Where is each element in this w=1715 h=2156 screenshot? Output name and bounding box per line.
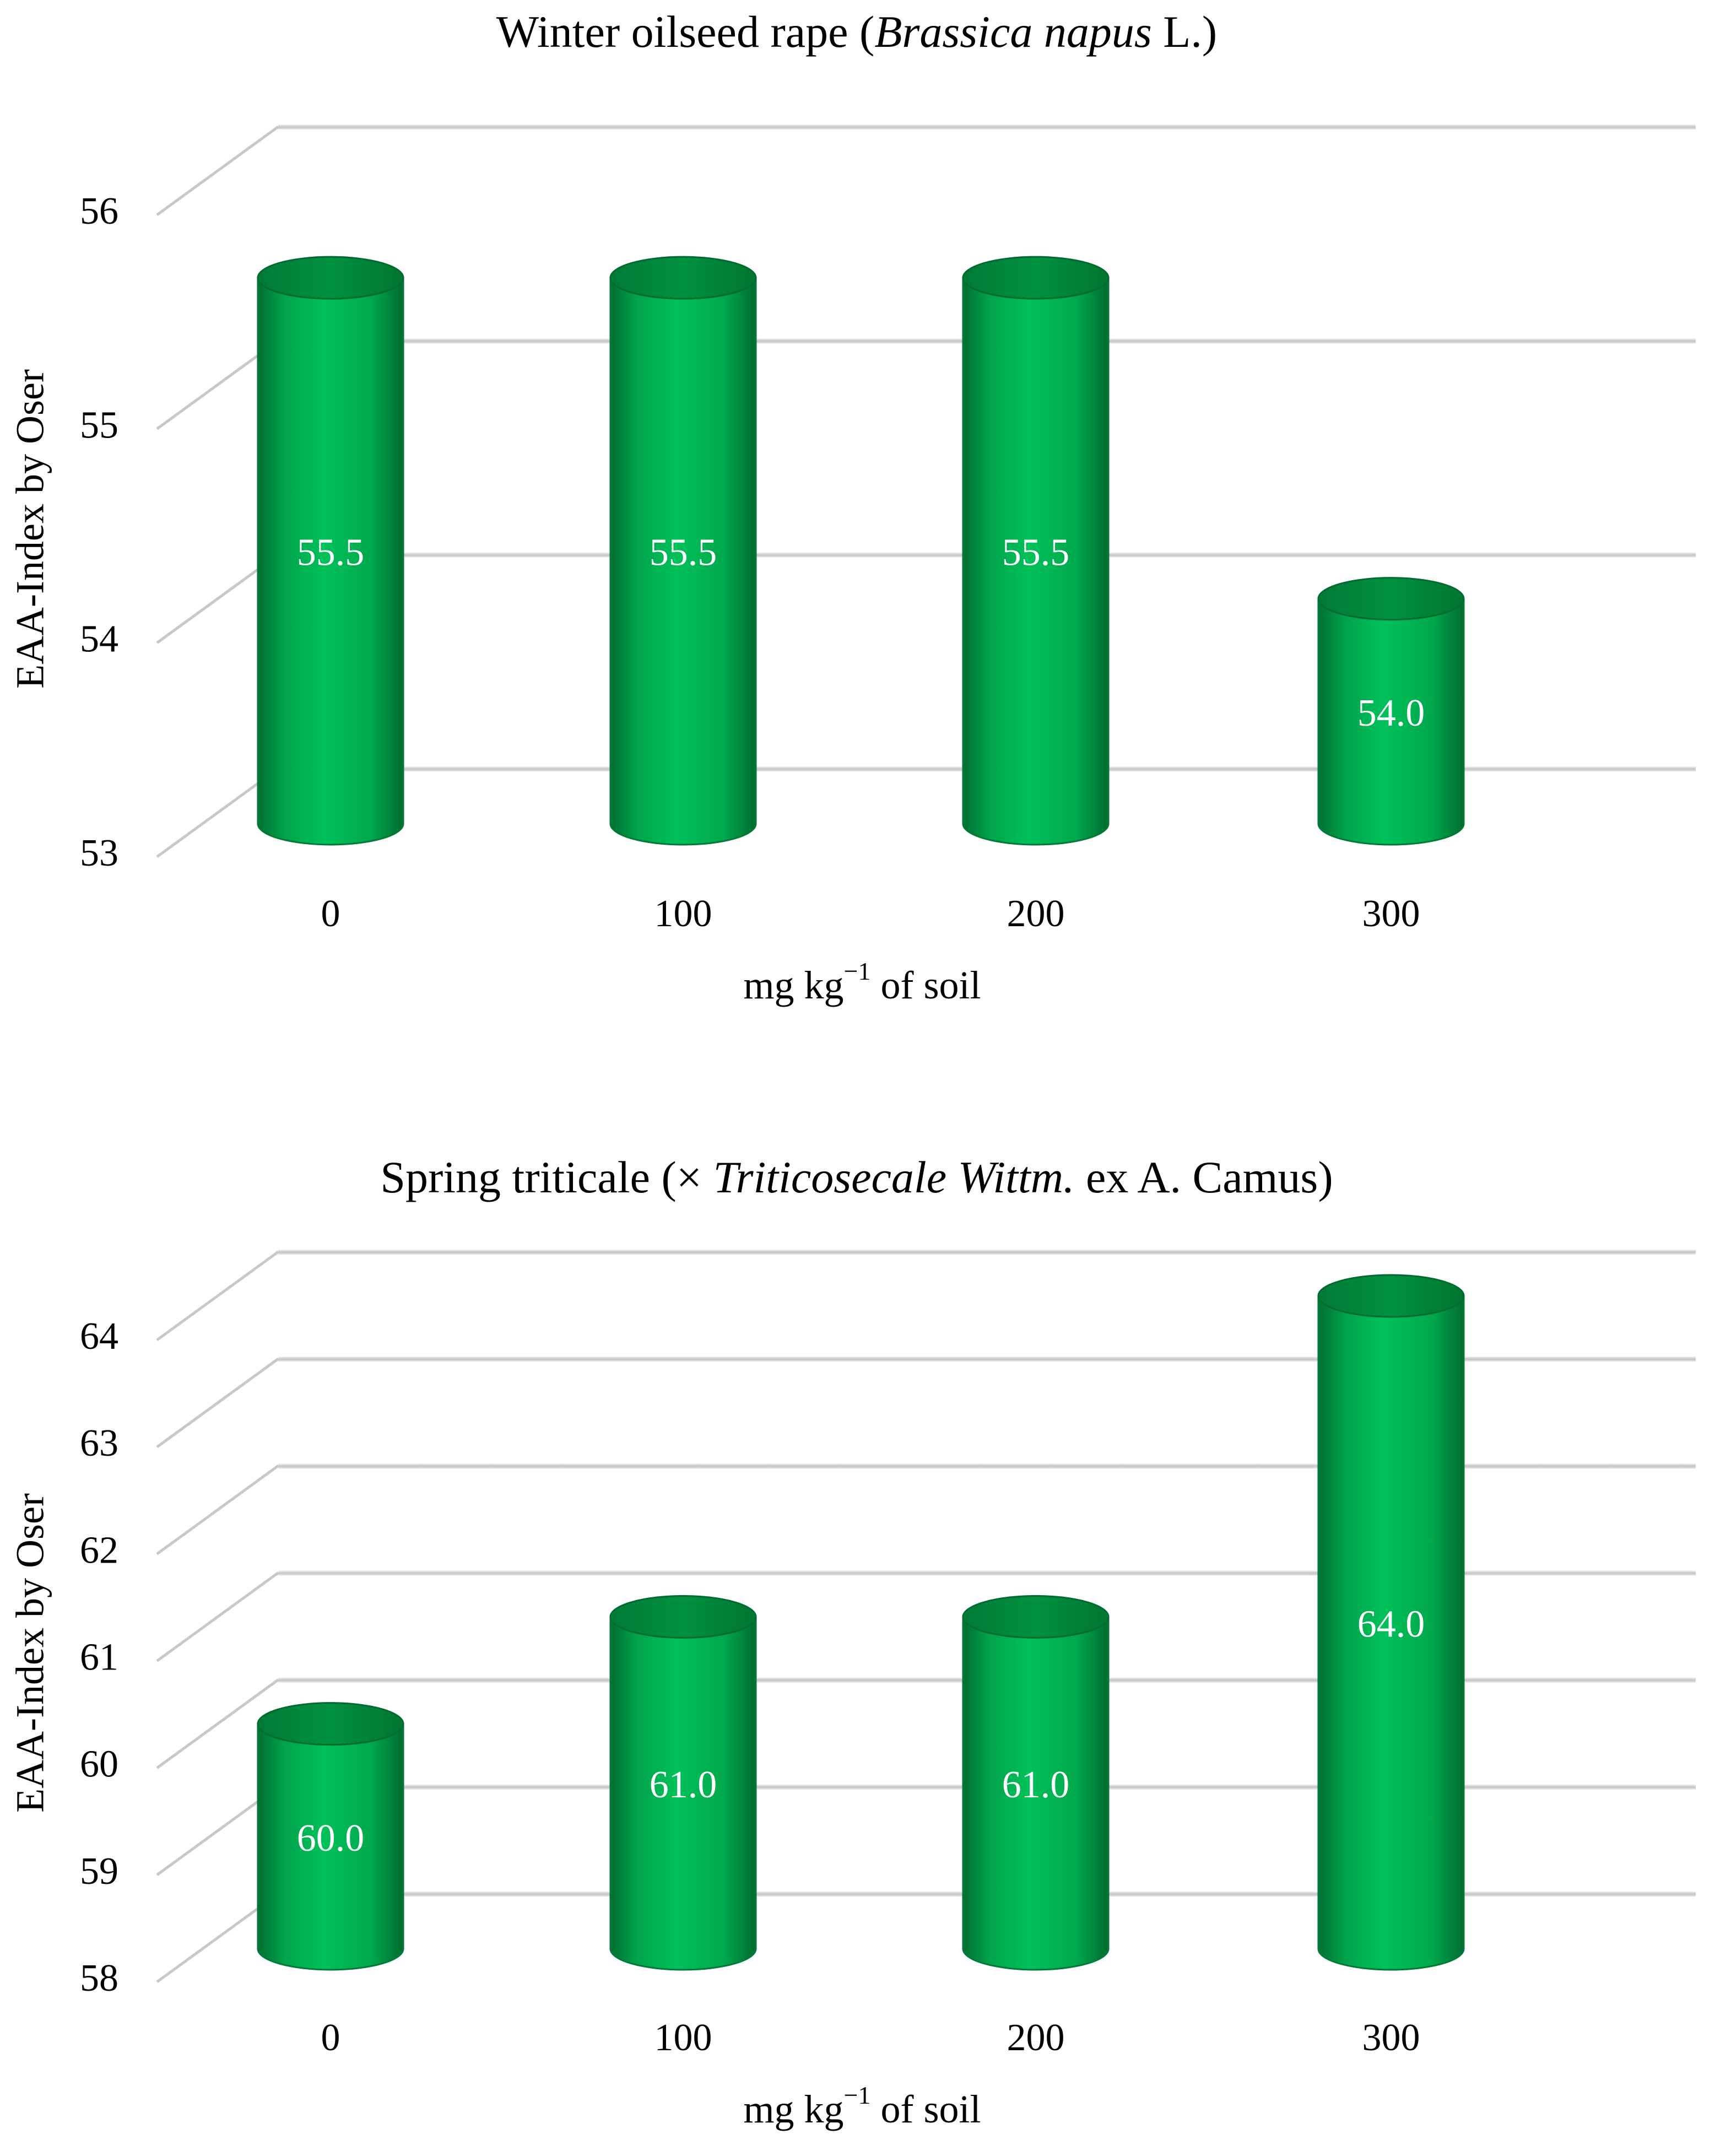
y-tick-label: 62 (80, 1529, 118, 1571)
bar: 55.5 (962, 256, 1110, 846)
bar-top (962, 1595, 1110, 1639)
gridline-side (156, 1678, 279, 1769)
gridline (278, 125, 1696, 129)
chart-panel-1: Winter oilseed rape (Brassica napus L.) 5… (8, 7, 1696, 1007)
y-axis-title: EAA-Index by Oser (8, 369, 52, 689)
bar: 61.0 (962, 1595, 1110, 1971)
data-label: 64.0 (1357, 1603, 1425, 1646)
data-label: 61.0 (650, 1764, 717, 1806)
data-label: 60.0 (297, 1817, 365, 1860)
bar: 60.0 (257, 1702, 404, 1971)
bar-body (1317, 598, 1465, 846)
bar-top (609, 1595, 757, 1639)
bar-top (609, 256, 757, 300)
bar: 61.0 (609, 1595, 757, 1971)
y-tick-label: 55 (80, 404, 118, 446)
chart-title-part: L.) (1152, 7, 1217, 57)
data-label: 55.5 (1002, 532, 1070, 574)
bar-top (962, 256, 1110, 300)
bar-body (609, 1616, 757, 1971)
bar: 64.0 (1317, 1274, 1465, 1971)
bar-body (257, 277, 404, 846)
chart-title-part: Winter oilseed rape ( (496, 7, 875, 57)
chart-title: Spring triticale (× Triticosecale Wittm.… (380, 1152, 1333, 1202)
x-tick-label: 100 (654, 893, 712, 935)
chart-title-part: Triticosecale Wittm. (713, 1152, 1075, 1202)
bar: 55.5 (609, 256, 757, 846)
x-axis-title-tail: of soil (870, 963, 981, 1007)
bar-top (257, 256, 404, 300)
x-axis-title-sup: −1 (844, 957, 871, 985)
gridline (278, 1250, 1696, 1255)
y-tick-label: 56 (80, 190, 118, 233)
bar-body (257, 1723, 404, 1971)
bar-top (1317, 1274, 1465, 1318)
gridline (278, 1570, 1696, 1576)
bar: 55.5 (257, 256, 404, 846)
x-axis-title-main: mg kg (744, 963, 844, 1007)
bar-body (962, 277, 1110, 846)
y-axis-title: EAA-Index by Oser (8, 1493, 52, 1813)
x-tick-label: 300 (1362, 893, 1420, 935)
bar: 54.0 (1317, 577, 1465, 846)
chart-title-part: Brassica napus (874, 7, 1151, 57)
bar-body (962, 1616, 1110, 1971)
gridline (278, 1357, 1696, 1362)
y-tick-label: 63 (80, 1422, 118, 1465)
x-axis-title-sup: −1 (844, 2081, 871, 2109)
data-label: 61.0 (1002, 1764, 1070, 1806)
bar-body (1317, 1295, 1465, 1971)
chart-title-part: ex A. Camus) (1074, 1152, 1333, 1202)
bar-body (609, 277, 757, 846)
gridline-side (156, 125, 279, 217)
x-tick-label: 0 (321, 2017, 340, 2059)
chart-panel-2: Spring triticale (× Triticosecale Wittm.… (8, 1152, 1696, 2131)
bar-top (257, 1702, 404, 1746)
bar-top (1317, 577, 1465, 621)
chart-title: Winter oilseed rape (Brassica napus L.) (496, 7, 1217, 57)
x-axis-title: mg kg−1 of soil (744, 957, 981, 1007)
x-tick-label: 300 (1362, 2017, 1420, 2059)
gridline-side (156, 1571, 279, 1662)
y-tick-label: 53 (80, 832, 118, 874)
gridline-side (156, 1358, 279, 1449)
y-tick-label: 54 (80, 618, 118, 661)
y-tick-label: 61 (80, 1636, 118, 1679)
data-label: 55.5 (650, 532, 717, 574)
y-tick-label: 59 (80, 1850, 118, 1893)
x-axis-title: mg kg−1 of soil (744, 2081, 981, 2131)
x-tick-label: 100 (654, 2017, 712, 2059)
x-axis-title-main: mg kg (744, 2087, 844, 2131)
data-label: 54.0 (1357, 692, 1425, 734)
gridline (278, 1463, 1696, 1469)
x-tick-label: 200 (1007, 2017, 1065, 2059)
y-tick-label: 60 (80, 1743, 118, 1786)
x-tick-label: 200 (1007, 893, 1065, 935)
y-tick-label: 58 (80, 1957, 118, 2000)
x-axis-title-tail: of soil (870, 2087, 981, 2131)
chart-title-part: Spring triticale (× (380, 1152, 713, 1202)
data-label: 55.5 (297, 532, 365, 574)
x-tick-label: 0 (321, 893, 340, 935)
y-tick-label: 64 (80, 1315, 118, 1358)
gridline-side (156, 1250, 279, 1342)
gridline-side (156, 1465, 279, 1555)
